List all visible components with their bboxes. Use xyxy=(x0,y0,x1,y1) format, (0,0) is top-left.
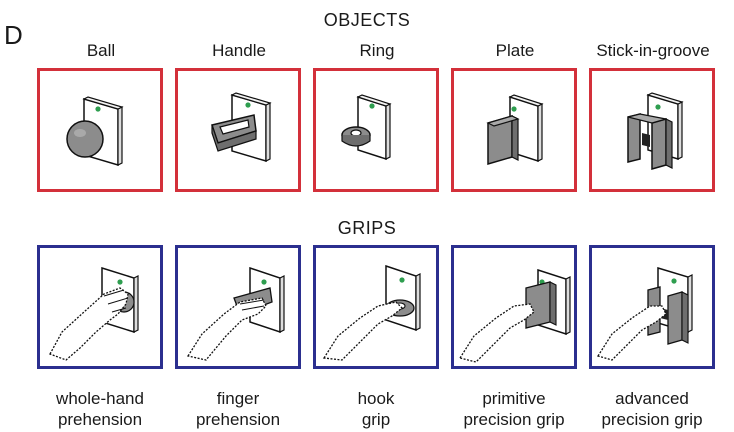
ring-object-icon xyxy=(341,94,392,161)
stick-in-groove-object-icon xyxy=(627,92,684,170)
grip-label-line2: prehension xyxy=(57,410,143,429)
grip-label-line1: primitive xyxy=(482,389,546,408)
grip-label-finger-prehension: finger prehension xyxy=(163,388,313,430)
grip-label-advanced-precision: advanced precision grip xyxy=(577,388,727,430)
object-frame-plate xyxy=(451,68,577,192)
grip-label-line1: finger xyxy=(216,389,260,408)
grip-frame-primitive-precision-grip xyxy=(451,245,577,369)
grip-label-line1: whole-hand xyxy=(56,389,144,408)
grip-label-primitive-precision: primitive precision grip xyxy=(439,388,589,430)
grips-section-title: GRIPS xyxy=(337,218,397,238)
grip-label-whole-hand: whole-hand prehension xyxy=(25,388,175,430)
object-label-ring: Ring xyxy=(359,41,395,60)
whole-hand-grip-icon xyxy=(49,266,139,361)
panel-label: D xyxy=(4,20,23,50)
grip-frame-hook-grip xyxy=(313,245,439,369)
ball-object-icon xyxy=(66,96,124,167)
grip-label-line2: prehension xyxy=(195,410,281,429)
object-frame-stick-in-groove xyxy=(589,68,715,192)
object-label-handle: Handle xyxy=(212,41,266,60)
grip-label-line2: precision grip xyxy=(463,410,565,429)
hook-grip-icon xyxy=(322,264,421,361)
plate-object-icon xyxy=(486,94,544,165)
grip-label-line1: hook xyxy=(357,389,395,408)
grip-frame-advanced-precision-grip xyxy=(589,245,715,369)
finger-prehension-grip-icon xyxy=(186,266,285,361)
objects-section-title: OBJECTS xyxy=(323,10,411,30)
object-frame-ball xyxy=(37,68,163,192)
grip-label-line1: advanced xyxy=(615,389,689,408)
primitive-precision-grip-icon xyxy=(458,268,571,363)
grip-label-line2: precision grip xyxy=(601,410,703,429)
object-label-ball: Ball xyxy=(86,41,116,60)
object-label-stick-in-groove: Stick-in-groove xyxy=(596,41,710,60)
advanced-precision-grip-icon xyxy=(596,266,693,361)
grip-frame-whole-hand xyxy=(37,245,163,369)
object-frame-handle xyxy=(175,68,301,192)
grip-label-hook-grip: hook grip xyxy=(301,388,451,430)
grip-frame-finger-prehension xyxy=(175,245,301,369)
object-frame-ring xyxy=(313,68,439,192)
grip-label-line2: grip xyxy=(361,410,391,429)
object-label-plate: Plate xyxy=(495,41,535,60)
handle-object-icon xyxy=(211,92,272,163)
